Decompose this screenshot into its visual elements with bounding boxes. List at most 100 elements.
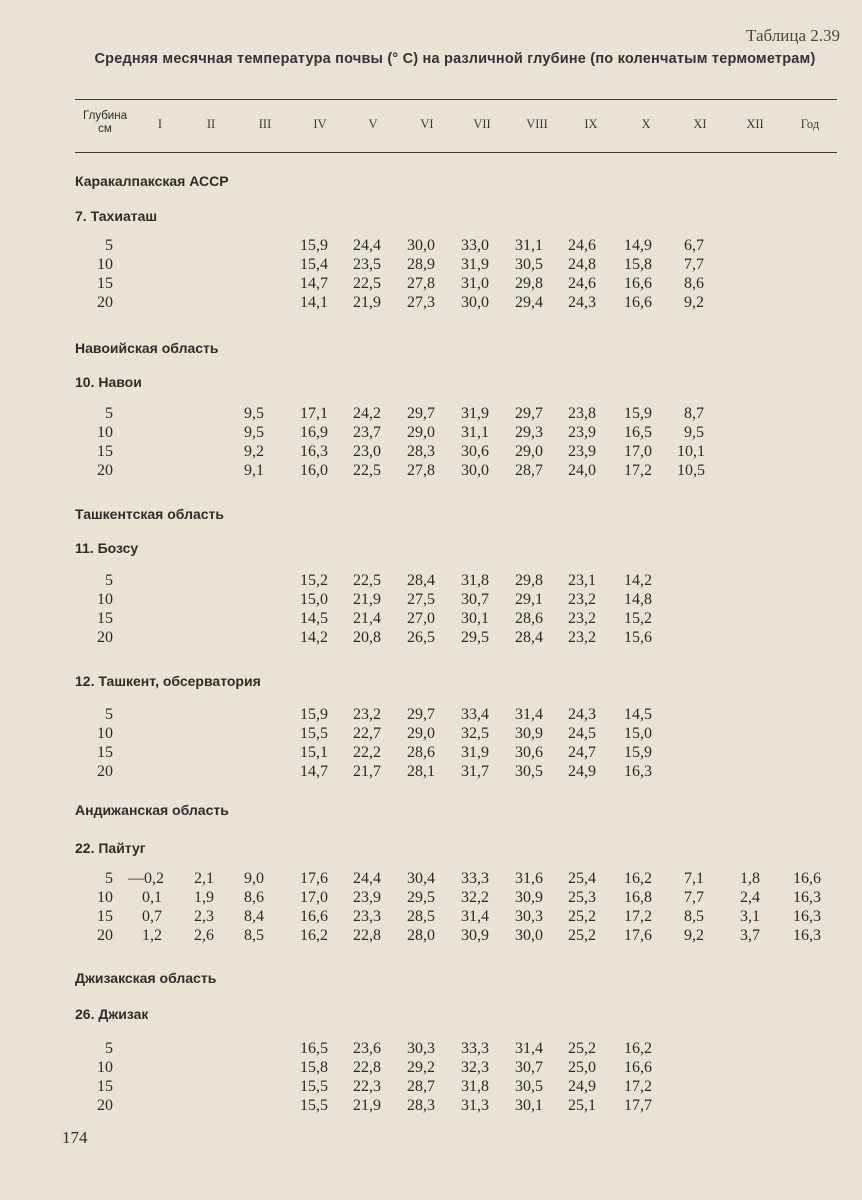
table-number: Таблица 2.39 <box>746 26 840 45</box>
station-heading: 7. Тахиаташ <box>75 208 158 224</box>
value-cell: 15,0 <box>624 725 652 742</box>
value-cell: 31,9 <box>461 256 489 273</box>
column-header-xi: XI <box>693 117 707 131</box>
value-cell: 9,2 <box>684 927 704 944</box>
value-cell: 30,7 <box>515 1059 543 1076</box>
column-header-iv: IV <box>313 117 327 131</box>
column-header-ix: IX <box>584 117 598 131</box>
depth-cell: 10 <box>97 725 113 742</box>
value-cell: 16,5 <box>624 424 652 441</box>
value-cell: 15,8 <box>624 256 652 273</box>
table-row: 10 15,4 23,5 28,9 31,9 30,5 24,8 15,8 7,7 <box>0 255 862 274</box>
value-cell: 15,2 <box>624 610 652 627</box>
value-cell: 17,6 <box>624 927 652 944</box>
station-heading: 11. Бозсу <box>75 540 139 556</box>
value-cell: 22,5 <box>353 462 381 479</box>
value-cell: 27,8 <box>407 462 435 479</box>
table-row: 15 15,5 22,3 28,7 31,8 30,5 24,9 17,2 <box>0 1077 862 1096</box>
station-heading: 22. Пайтуг <box>75 840 146 856</box>
value-cell: 16,9 <box>300 424 328 441</box>
value-cell: 25,1 <box>568 1097 596 1114</box>
value-cell: 9,0 <box>244 870 264 887</box>
value-cell: 9,1 <box>244 462 264 479</box>
depth-cell: 10 <box>97 591 113 608</box>
value-cell: 14,2 <box>624 572 652 589</box>
value-cell: 30,3 <box>515 908 543 925</box>
value-cell: 30,7 <box>461 591 489 608</box>
column-header-xii: XII <box>746 117 764 131</box>
value-cell: 16,2 <box>624 870 652 887</box>
value-cell: 1,8 <box>740 870 760 887</box>
value-cell: 30,0 <box>461 294 489 311</box>
value-cell: 30,5 <box>515 763 543 780</box>
value-cell: 28,6 <box>407 744 435 761</box>
value-cell: 23,8 <box>568 405 596 422</box>
value-cell: 23,3 <box>353 908 381 925</box>
value-cell: 7,7 <box>684 889 704 906</box>
value-cell: 30,0 <box>407 237 435 254</box>
value-cell: 15,5 <box>300 1097 328 1114</box>
column-header-ii: II <box>206 117 216 131</box>
value-cell: 29,0 <box>407 725 435 742</box>
value-cell: 16,3 <box>793 927 821 944</box>
table-row: 5 9,5 17,1 24,2 29,7 31,9 29,7 23,8 15,9 8,7 <box>0 404 862 423</box>
value-cell: 22,5 <box>353 275 381 292</box>
value-cell: 23,0 <box>353 443 381 460</box>
value-cell: 17,0 <box>624 443 652 460</box>
value-cell: 23,9 <box>568 443 596 460</box>
value-cell: 27,5 <box>407 591 435 608</box>
value-cell: 7,7 <box>684 256 704 273</box>
table-row: 5 15,2 22,5 28,4 31,8 29,8 23,1 14,2 <box>0 571 862 590</box>
value-cell: 31,6 <box>515 870 543 887</box>
value-cell: 17,1 <box>300 405 328 422</box>
table-row: 5 —0,2 2,1 9,0 17,6 24,4 30,4 33,3 31,6 25,4 16,2 7… <box>0 869 862 888</box>
value-cell: 22,7 <box>353 725 381 742</box>
table-row: 20 14,1 21,9 27,3 30,0 29,4 24,3 16,6 9,2 <box>0 293 862 312</box>
value-cell: 30,6 <box>461 443 489 460</box>
value-cell: 15,9 <box>624 744 652 761</box>
value-cell: 28,3 <box>407 443 435 460</box>
value-cell: 16,3 <box>300 443 328 460</box>
value-cell: 9,5 <box>684 424 704 441</box>
value-cell: 16,0 <box>300 462 328 479</box>
value-cell: 29,0 <box>407 424 435 441</box>
value-cell: 23,7 <box>353 424 381 441</box>
value-cell: 29,7 <box>515 405 543 422</box>
value-cell: 32,2 <box>461 889 489 906</box>
value-cell: 30,6 <box>515 744 543 761</box>
value-cell: 25,3 <box>568 889 596 906</box>
value-cell: 23,2 <box>353 706 381 723</box>
value-cell: 29,0 <box>515 443 543 460</box>
value-cell: 28,7 <box>515 462 543 479</box>
value-cell: 3,1 <box>740 908 760 925</box>
value-cell: 25,2 <box>568 908 596 925</box>
depth-cell: 10 <box>97 1059 113 1076</box>
value-cell: 29,2 <box>407 1059 435 1076</box>
table-row: 15 14,7 22,5 27,8 31,0 29,8 24,6 16,6 8,6 <box>0 274 862 293</box>
depth-cell: 15 <box>97 908 113 925</box>
value-cell: 31,8 <box>461 1078 489 1095</box>
value-cell: 8,6 <box>684 275 704 292</box>
value-cell: 24,6 <box>568 275 596 292</box>
value-cell: 28,6 <box>515 610 543 627</box>
value-cell: 31,4 <box>515 1040 543 1057</box>
column-header-vii: VII <box>473 117 491 131</box>
value-cell: 23,9 <box>353 889 381 906</box>
value-cell: 20,8 <box>353 629 381 646</box>
value-cell: 10,1 <box>677 443 705 460</box>
value-cell: 33,3 <box>461 870 489 887</box>
value-cell: 22,8 <box>353 927 381 944</box>
value-cell: 28,5 <box>407 908 435 925</box>
value-cell: 29,1 <box>515 591 543 608</box>
value-cell: 31,1 <box>515 237 543 254</box>
value-cell: 32,3 <box>461 1059 489 1076</box>
table-row: 10 9,5 16,9 23,7 29,0 31,1 29,3 23,9 16,5 9,5 <box>0 423 862 442</box>
value-cell: 29,8 <box>515 572 543 589</box>
table-row: 15 15,1 22,2 28,6 31,9 30,6 24,7 15,9 <box>0 743 862 762</box>
table-row: 15 0,7 2,3 8,4 16,6 23,3 28,5 31,4 30,3 25,2 17,2 8… <box>0 907 862 926</box>
value-cell: 29,3 <box>515 424 543 441</box>
depth-cell: 20 <box>97 763 113 780</box>
value-cell: 28,9 <box>407 256 435 273</box>
value-cell: 14,5 <box>624 706 652 723</box>
value-cell: 2,1 <box>194 870 214 887</box>
